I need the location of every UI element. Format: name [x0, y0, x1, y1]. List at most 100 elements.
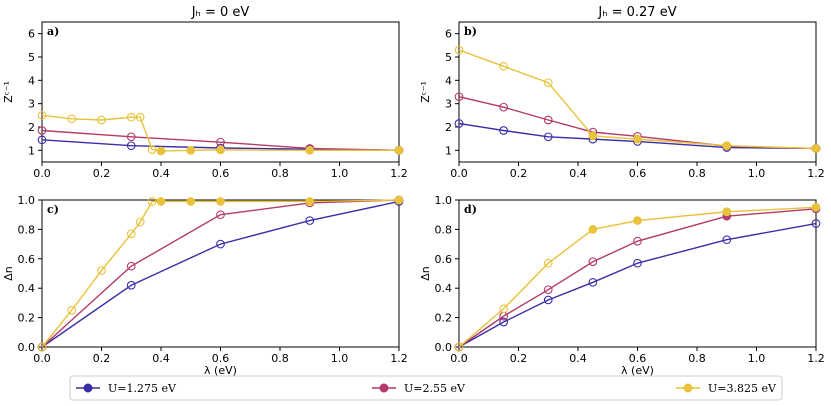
- panel-d-xlabel: λ (eV): [621, 364, 654, 377]
- panel-a-point-u3825: [156, 146, 166, 156]
- panel-c-series-line-u3825: [41, 199, 400, 348]
- panel-c-series-line-u255: [41, 199, 400, 348]
- panel-c-point-u3825: [186, 197, 196, 206]
- panel-a-point-u3825: [135, 112, 145, 122]
- panel-b-point-u3825: [454, 45, 464, 55]
- panel-c-point-u3825: [394, 195, 404, 205]
- panel-c-xtick-label: 0.8: [271, 352, 289, 365]
- panel-c-point-u3825: [216, 197, 225, 206]
- panel-b-ytick-label: 4: [445, 74, 452, 87]
- panel-a-point-u1275: [37, 135, 47, 145]
- panel-a-tag: a): [47, 25, 59, 38]
- panel-d-point-u3825: [722, 207, 732, 217]
- panel-b-point-u3825: [633, 134, 642, 144]
- panel-d-xtick-label: 0.2: [510, 352, 528, 365]
- panel-b-xtick-label: 0.0: [450, 167, 468, 180]
- panel-c-ytick-label: 0.8: [18, 223, 36, 236]
- legend-entry-u255: U=2.55 eV: [372, 382, 466, 395]
- panel-d-point-u255: [588, 257, 598, 267]
- panel-b-xtick-label: 0.6: [629, 167, 647, 180]
- panel-c-point-u3825: [126, 229, 136, 239]
- panel-a-point-u3825: [67, 114, 77, 124]
- panel-a-point-u3825: [394, 145, 404, 155]
- panel-a-frame: [41, 21, 400, 163]
- panel-c-ytick-label: 0.6: [18, 253, 36, 266]
- panel-b-point-u3825: [722, 141, 732, 151]
- panel-b-xtick-label: 1.0: [748, 167, 766, 180]
- panel-a-xtick-label: 0.6: [212, 167, 230, 180]
- panel-d-point-u3825: [454, 342, 464, 352]
- panel-a-xtick-label: 1.0: [331, 167, 349, 180]
- panel-a-xtick-label: 0.2: [93, 167, 111, 180]
- panel-d: d) 0.0 0.2 0.4 0.6 0.8 1.0 1.2 0.0 0.2 0.4 0.6 0.8 1.…: [419, 194, 825, 377]
- panel-b-point-u1275: [454, 119, 464, 128]
- panel-a-ytick-label: 2: [28, 121, 35, 134]
- panel-d-ytick-label: 0.8: [435, 223, 453, 236]
- panel-c-point-u3825: [37, 342, 47, 352]
- panel-a-point-u3825: [305, 145, 315, 155]
- panel-c-xtick-label: 0.6: [212, 352, 230, 365]
- panel-d-point-u1275: [499, 317, 508, 327]
- legend-entry-u1275: U=1.275 eV: [76, 382, 177, 395]
- panel-b-xtick-label: 0.4: [569, 167, 587, 180]
- panel-c-xtick-label: 0.4: [152, 352, 170, 365]
- panel-a-ytick-label: 4: [28, 74, 35, 87]
- panel-d-xtick-label: 0.6: [629, 352, 647, 365]
- panel-d-ytick-label: 0.4: [435, 282, 453, 295]
- panel-d-point-u3825: [499, 304, 508, 314]
- panel-b-point-u3825: [543, 78, 553, 88]
- panel-d-point-u1275: [633, 258, 642, 268]
- legend-marker-u255: [379, 383, 389, 393]
- panel-a-point-u3825: [147, 145, 157, 154]
- panel-d-xtick-label: 0.8: [688, 352, 706, 365]
- panel-a-point-u3825: [37, 110, 47, 120]
- panel-d-xtick-label: 0.0: [450, 352, 468, 365]
- panel-d-ytick-label: 0.0: [435, 341, 453, 354]
- panel-b-point-u1275: [499, 126, 508, 135]
- panel-c-xtick-label: 0.0: [33, 352, 51, 365]
- panel-a-point-u255: [37, 126, 47, 135]
- panel-b-point-u3825: [811, 144, 821, 153]
- panel-b-xtick-label: 0.2: [510, 167, 528, 180]
- panel-b-point-u1275: [543, 132, 553, 142]
- panel-d-ytick-label: 0.6: [435, 253, 453, 266]
- panel-a-point-u3825: [216, 145, 225, 155]
- legend-frame: [69, 375, 783, 401]
- legend-label-u1275: U=1.275 eV: [108, 382, 177, 395]
- panel-c-point-u1275: [216, 239, 225, 249]
- panel-c-point-u3825: [305, 197, 315, 206]
- panel-b-plot-area: [454, 45, 821, 153]
- panel-d-point-u3825: [633, 216, 642, 225]
- panel-d-tag: d): [464, 203, 477, 216]
- legend-label-u255: U=2.55 eV: [404, 382, 466, 395]
- panel-a-series-line-u255: [41, 129, 400, 152]
- panel-c-ytick-label: 0.0: [18, 341, 36, 354]
- panel-b-point-u255: [454, 92, 464, 102]
- panel-c-ytick-label: 0.4: [18, 282, 36, 295]
- panel-c-point-u3825: [135, 217, 145, 227]
- panel-b-title: Jₕ = 0.27 eV: [597, 5, 676, 20]
- panel-a-ylabel: Zᶜ⁻¹: [2, 81, 15, 103]
- panel-c-frame: [41, 199, 400, 348]
- panel-b-ytick-label: 2: [445, 121, 452, 134]
- panel-c-xlabel: λ (eV): [204, 364, 237, 377]
- panel-c-series-line-u1275: [41, 200, 400, 348]
- panel-c-xtick-label: 1.0: [331, 352, 349, 365]
- panel-b-xtick-label: 1.2: [807, 167, 825, 180]
- panel-a-xtick-label: 0.0: [33, 167, 51, 180]
- legend-entry-u3825: U=3.825 eV: [676, 382, 777, 395]
- panel-c-point-u255: [126, 261, 136, 271]
- panel-a-series-line-u3825: [41, 114, 399, 152]
- panel-d-xtick-label: 1.0: [748, 352, 766, 365]
- panel-c-ylabel: Δn: [2, 266, 15, 281]
- panel-d-point-u3825: [588, 225, 598, 234]
- panel-a: Jₕ = 0 eV a) 0.0 0.2 0.4 0.6 0.8 1.0 1.2 1 2 3 4 5 6 Zᶜ…: [2, 5, 408, 180]
- panel-b-point-u3825: [588, 131, 598, 141]
- panel-c-ytick-label: 1.0: [18, 194, 36, 207]
- panel-c-point-u3825: [67, 305, 77, 315]
- legend: U=1.275 eV U=2.55 eV U=3.825 eV: [69, 375, 783, 401]
- panel-c-point-u3825: [147, 197, 157, 206]
- legend-label-u3825: U=3.825 eV: [708, 382, 777, 395]
- panel-b-ytick-label: 5: [445, 51, 452, 64]
